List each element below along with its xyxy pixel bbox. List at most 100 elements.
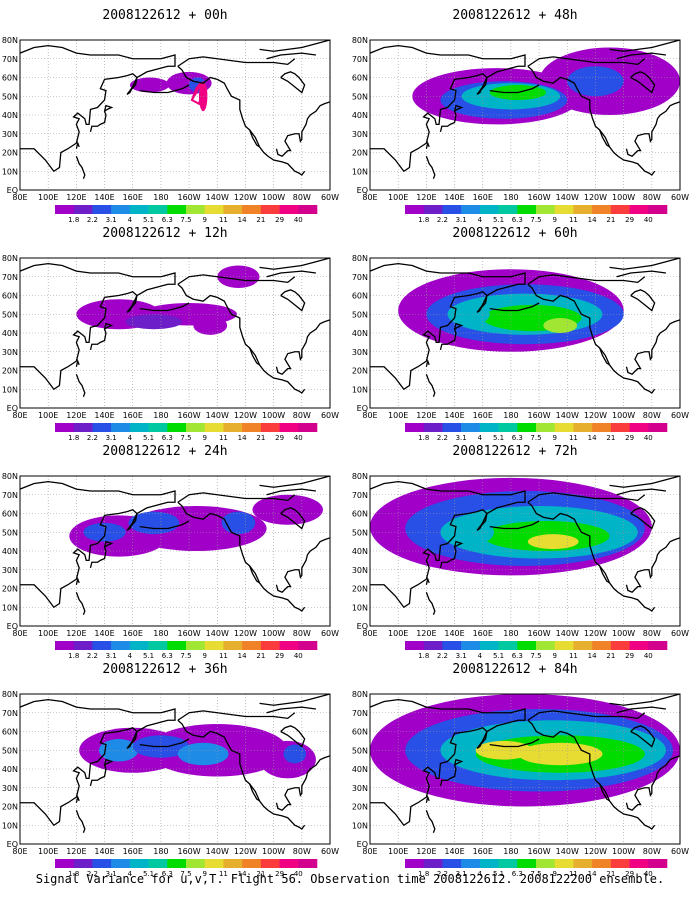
- colorbar-label: 29: [275, 434, 284, 442]
- colorbar-swatch: [279, 641, 299, 650]
- map-frame: [19, 475, 331, 627]
- coastline: [75, 156, 86, 179]
- lon-tick-label: 160W: [177, 193, 200, 202]
- coastline: [625, 755, 680, 812]
- lon-tick-label: 140E: [444, 847, 464, 856]
- colorbar-swatch: [405, 859, 425, 868]
- colorbar-label: 14: [238, 870, 247, 878]
- lon-tick-label: 140W: [206, 411, 229, 420]
- colorbar-label: 1.8: [68, 870, 79, 878]
- lat-tick-label: EQ: [7, 622, 18, 631]
- coastline: [609, 694, 680, 706]
- colorbar-label: 7.5: [180, 216, 191, 224]
- coastline: [599, 347, 610, 366]
- colorbar-label: 11: [219, 652, 228, 660]
- colorbar-swatch: [592, 205, 612, 214]
- colorbar-label: 3.1: [456, 652, 467, 660]
- lat-tick-label: 30N: [352, 566, 368, 575]
- lon-tick-label: 80E: [362, 411, 377, 420]
- panel-title: 2008122612 + 00h: [102, 8, 228, 23]
- colorbar-swatch: [405, 641, 425, 650]
- lon-tick-label: 120W: [584, 411, 607, 420]
- lon-tick-label: 100E: [388, 847, 408, 856]
- colorbar-swatch: [148, 205, 168, 214]
- lon-tick-label: 160E: [473, 411, 493, 420]
- coastline: [527, 65, 656, 176]
- coastline: [266, 270, 316, 278]
- colorbar-swatch: [92, 859, 112, 868]
- coastline: [280, 289, 306, 312]
- coastline: [625, 101, 680, 158]
- coastline: [126, 295, 138, 313]
- coastline: [20, 44, 176, 173]
- colorbar-swatch: [536, 859, 556, 868]
- colorbar-swatch: [461, 205, 481, 214]
- variance-contour: [527, 534, 579, 550]
- lat-tick-label: 20N: [352, 803, 368, 812]
- lon-tick-label: 140W: [556, 193, 579, 202]
- coastline: [139, 84, 190, 94]
- coastline: [259, 694, 330, 706]
- map-panel: 2008122612 + 24h EQ 10N 20N 30N 40N 50N 60N 70N 8…: [0, 436, 340, 661]
- coastline: [75, 810, 86, 833]
- colorbar-swatch: [442, 641, 462, 650]
- lon-tick-label: 120E: [66, 193, 86, 202]
- flight-track: [190, 82, 206, 106]
- lon-tick-label: 120W: [234, 847, 257, 856]
- lon-tick-label: 60W: [671, 629, 689, 638]
- lat-tick-label: 10N: [2, 821, 18, 830]
- lon-tick-label: 60W: [671, 193, 689, 202]
- lon-tick-label: 100W: [612, 847, 635, 856]
- lon-tick-label: 180: [503, 847, 518, 856]
- lat-tick-label: 10N: [2, 603, 18, 612]
- lat-tick-label: 20N: [352, 367, 368, 376]
- lon-tick-label: 80E: [362, 847, 377, 856]
- lon-tick-label: 180: [153, 629, 168, 638]
- variance-contour: [475, 740, 533, 760]
- coastline: [249, 347, 260, 366]
- lon-tick-label: 80W: [293, 193, 311, 202]
- coastline: [266, 706, 316, 714]
- colorbar-swatch: [129, 423, 149, 432]
- coastline: [609, 476, 680, 488]
- colorbar-swatch: [148, 859, 168, 868]
- colorbar-label: 14: [588, 870, 597, 878]
- colorbar-label: 40: [294, 652, 303, 660]
- colorbar-label: 21: [256, 216, 265, 224]
- coastline: [20, 698, 176, 827]
- coastline: [527, 274, 646, 285]
- lat-tick-label: 20N: [2, 803, 18, 812]
- map-figure: EQ 10N 20N 30N 40N 50N 60N 70N 80N 80E 100E 120E 140…: [2, 472, 339, 660]
- lon-tick-label: 80E: [12, 411, 27, 420]
- coastline: [249, 783, 260, 802]
- colorbar-swatch: [186, 641, 206, 650]
- lat-tick-label: 70N: [352, 491, 368, 500]
- coastline: [177, 56, 296, 67]
- colorbar-label: 14: [588, 652, 597, 660]
- colorbar-label: 14: [238, 434, 247, 442]
- coastline: [625, 537, 680, 594]
- coastline: [489, 520, 540, 530]
- coastline: [89, 104, 114, 133]
- lat-tick-label: 50N: [2, 92, 18, 101]
- coastline: [259, 40, 330, 52]
- coastline: [126, 513, 138, 531]
- colorbar-swatch: [92, 205, 112, 214]
- lon-tick-label: 60W: [321, 629, 339, 638]
- variance-contour: [129, 77, 170, 93]
- map-figure: EQ 10N 20N 30N 40N 50N 60N 70N 80N 80E 100E 120E 140…: [2, 690, 339, 878]
- colorbar-label: 11: [569, 870, 578, 878]
- colorbar-label: 7.5: [530, 652, 541, 660]
- lat-tick-label: 40N: [352, 547, 368, 556]
- map-figure: EQ 10N 20N 30N 40N 50N 60N 70N 80N 80E 100E 120E 140…: [352, 472, 689, 660]
- lon-tick-label: 160W: [177, 411, 200, 420]
- figure-caption: Signal Variance for u,v,T. Flight 56. Ob…: [35, 872, 665, 886]
- lon-tick-label: 100E: [388, 411, 408, 420]
- map-frame: [369, 693, 681, 845]
- colorbar-label: 1.8: [68, 216, 79, 224]
- lat-tick-label: 80N: [2, 690, 18, 699]
- colorbar-swatch: [479, 205, 499, 214]
- lat-tick-label: 70N: [352, 273, 368, 282]
- colorbar-swatch: [517, 859, 537, 868]
- panel-title: 2008122612 + 72h: [452, 444, 578, 459]
